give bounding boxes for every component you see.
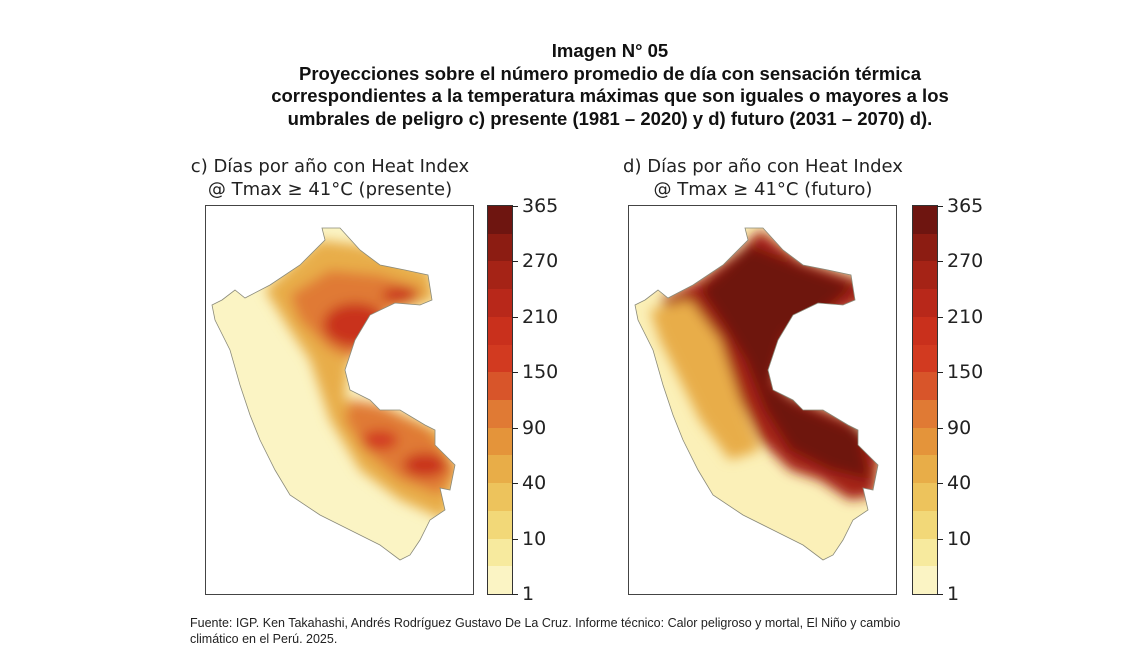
colorbar-band	[913, 483, 937, 511]
colorbar-band	[488, 455, 512, 484]
colorbar-band	[913, 316, 937, 345]
colorbar-band	[488, 566, 512, 595]
colorbar-tick-label: 150	[936, 361, 984, 384]
colorbar-band	[488, 372, 512, 401]
colorbar-tick-label: 210	[936, 305, 984, 328]
colorbar-band	[488, 316, 512, 345]
colorbar-band	[488, 400, 512, 428]
colorbar-band	[488, 427, 512, 456]
colorbar-tick-label: 270	[511, 250, 559, 273]
colorbar-band	[913, 566, 937, 595]
colorbar-future	[912, 205, 938, 595]
colorbar-band	[913, 261, 937, 290]
source-line2: climático en el Perú. 2025.	[190, 632, 338, 646]
colorbar-tick-label: 1	[936, 583, 960, 605]
colorbar-tick-label: 365	[511, 195, 559, 217]
colorbar-tick-label: 365	[936, 195, 984, 217]
colorbar-tick-label: 90	[511, 416, 547, 439]
colorbar-tick-label: 1	[511, 583, 535, 605]
colorbar-present	[487, 205, 513, 595]
colorbar-tick-label: 10	[511, 527, 547, 550]
colorbar-band	[913, 289, 937, 317]
figure-title: Imagen N° 05 Proyecciones sobre el númer…	[160, 40, 1060, 130]
colorbar-band	[913, 344, 937, 373]
colorbar-band	[913, 427, 937, 456]
colorbar-band	[488, 483, 512, 511]
colorbar-tick-label: 270	[936, 250, 984, 273]
colorbar-band	[913, 510, 937, 539]
colorbar-band	[488, 538, 512, 567]
figure-title-line: Imagen N° 05	[551, 40, 669, 61]
source-line1: Fuente: IGP. Ken Takahashi, Andrés Rodrí…	[190, 616, 901, 630]
colorbar-band	[913, 400, 937, 428]
peru-map-present	[212, 228, 455, 560]
colorbar-band	[913, 206, 937, 234]
panel-d-title-line2: @ Tmax ≥ 41°C (futuro)	[653, 179, 873, 200]
colorbar-band	[488, 206, 512, 234]
panel-d-title: d) Días por año con Heat Index @ Tmax ≥ …	[583, 155, 943, 201]
colorbar-tick-label: 10	[936, 527, 972, 550]
colorbar-band	[913, 233, 937, 262]
colorbar-tick-label: 210	[511, 305, 559, 328]
figure-title-line: umbrales de peligro c) presente (1981 – …	[287, 107, 933, 129]
figure-title-line: Proyecciones sobre el número promedio de…	[298, 62, 921, 84]
colorbar-band	[488, 289, 512, 317]
panel-c-title-line1: c) Días por año con Heat Index	[190, 156, 470, 177]
colorbar-band	[913, 538, 937, 567]
peru-map-future	[635, 228, 878, 560]
colorbar-tick-label: 40	[511, 472, 547, 495]
colorbar-tick-label: 40	[936, 472, 972, 495]
panel-d-title-line1: d) Días por año con Heat Index	[623, 156, 903, 177]
colorbar-band	[488, 233, 512, 262]
colorbar-tick-label: 150	[511, 361, 559, 384]
colorbar-band	[488, 261, 512, 290]
colorbar-band	[488, 510, 512, 539]
panel-c-title: c) Días por año con Heat Index @ Tmax ≥ …	[150, 155, 510, 201]
figure-title-line: correspondientes a la temperatura máxima…	[271, 85, 949, 106]
colorbar-band	[913, 455, 937, 484]
colorbar-band	[488, 344, 512, 373]
panel-c-title-line2: @ Tmax ≥ 41°C (presente)	[207, 179, 453, 200]
colorbar-tick-label: 90	[936, 416, 972, 439]
source-note: Fuente: IGP. Ken Takahashi, Andrés Rodrí…	[190, 615, 1010, 647]
colorbar-band	[913, 372, 937, 401]
